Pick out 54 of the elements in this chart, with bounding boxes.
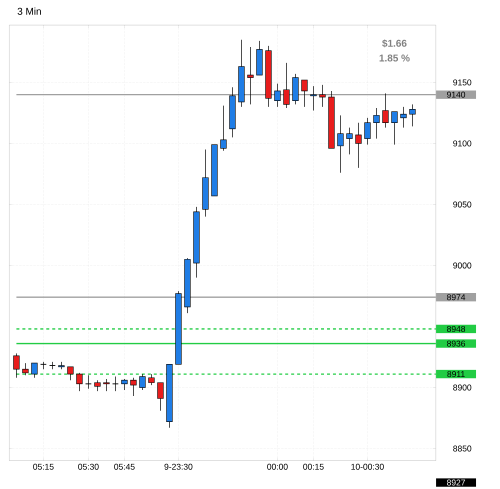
candlestick	[40, 362, 47, 370]
x-tick-label: 05:15	[33, 464, 54, 470]
candlestick	[382, 93, 389, 128]
x-tick-label: 00:00	[267, 464, 288, 470]
ref-line-label: 8911	[447, 371, 465, 378]
candlestick	[139, 374, 146, 390]
candlestick	[67, 366, 74, 381]
annotation: $1.66	[382, 39, 407, 48]
candlestick	[400, 106, 407, 128]
candlestick	[319, 84, 326, 108]
candlestick	[301, 80, 308, 108]
y-tick-label: 8850	[453, 446, 472, 452]
y-tick-label: 8900	[453, 384, 472, 391]
candlestick	[22, 362, 29, 376]
candlestick	[130, 377, 137, 396]
candlestick	[148, 374, 155, 386]
annotation: 1.85 %	[380, 54, 410, 62]
x-tick-label: 05:45	[114, 464, 135, 470]
candlestick	[355, 122, 362, 168]
candlestick	[49, 362, 56, 370]
y-tick-label: 9050	[453, 201, 472, 208]
candlestick	[94, 380, 101, 392]
candlestick	[76, 372, 83, 392]
candlestick	[220, 105, 227, 152]
ref-line-label: 8974	[447, 294, 466, 300]
candlestick	[409, 104, 416, 127]
candlestick	[121, 378, 128, 390]
y-tick-label: 9150	[453, 79, 472, 86]
y-tick-label: 9100	[453, 140, 472, 146]
text: 8927	[447, 480, 466, 486]
candlestick	[58, 362, 65, 370]
candlestick	[157, 382, 164, 412]
candlestick	[337, 115, 344, 174]
candlestick	[112, 376, 119, 392]
candlestick	[283, 62, 290, 108]
candlestick	[274, 83, 281, 108]
ref-line-label: 9140	[447, 92, 466, 98]
candlestick	[247, 46, 254, 105]
x-tick-label: 05:30	[78, 464, 99, 470]
candlestick	[364, 117, 371, 146]
x-tick-label: 9-23:30	[164, 464, 192, 470]
ref-line-label: 8936	[447, 340, 466, 347]
candlestick	[391, 111, 398, 146]
candlestick	[85, 374, 92, 390]
y-tick-label: 9000	[453, 262, 472, 268]
candlestick	[13, 352, 20, 378]
x-tick-label: 10-00:30	[351, 464, 384, 470]
x-tick-label: 00:15	[303, 464, 324, 470]
candlestick	[31, 362, 38, 378]
candlestick	[346, 127, 353, 155]
candlestick	[373, 108, 380, 139]
ref-line-label: 8948	[447, 326, 466, 332]
candlestick	[292, 74, 299, 105]
chart-title: 3 Min	[18, 8, 41, 15]
